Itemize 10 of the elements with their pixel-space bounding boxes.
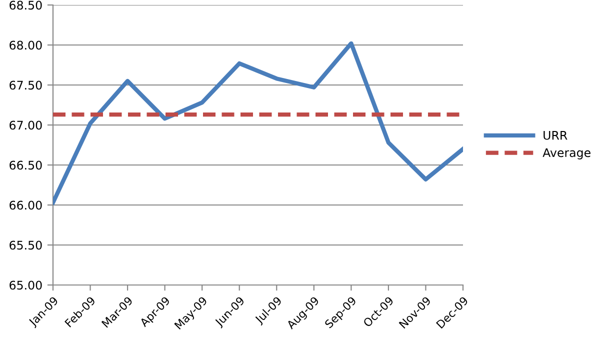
y-tick-label: 68.00 <box>10 40 42 50</box>
y-tick-label: 66.00 <box>10 200 42 210</box>
legend-label: Average <box>542 148 590 160</box>
y-tick-label: 66.50 <box>10 160 42 170</box>
y-tick-label: 67.50 <box>10 80 42 90</box>
y-tick-label: 65.50 <box>10 240 42 250</box>
legend-label: URR <box>544 130 568 140</box>
y-tick-label: 65.00 <box>10 280 42 290</box>
y-tick-label: 67.00 <box>10 120 42 130</box>
y-tick-label: 68.50 <box>10 0 42 10</box>
